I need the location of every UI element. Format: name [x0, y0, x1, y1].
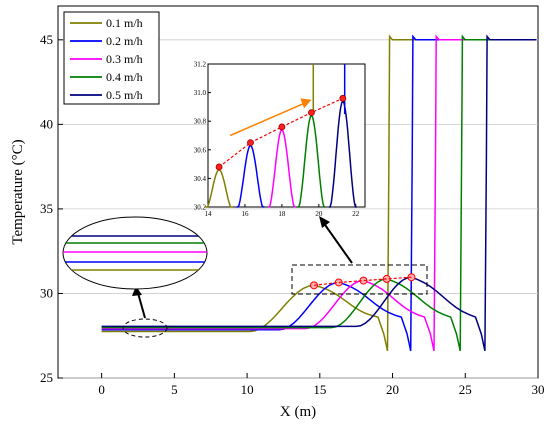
- inset-y-tick-label: 31.0: [194, 89, 207, 97]
- inset-pointer-arrowhead: [319, 216, 330, 228]
- legend-label: 0.1 m/h: [106, 16, 143, 30]
- x-tick-label: 25: [459, 382, 472, 397]
- y-tick-label: 40: [40, 116, 53, 131]
- legend-label: 0.5 m/h: [106, 88, 143, 102]
- x-axis-label: X (m): [280, 404, 316, 420]
- inset-plot: 14 16 18 20 22 30.2 30.4 30.6 30.8 31.0 31.2: [194, 61, 366, 218]
- inset-y-tick-label: 31.2: [194, 61, 207, 69]
- y-tick-label: 25: [40, 370, 53, 385]
- main-peak-point: [310, 281, 318, 290]
- inset-trend-line: [218, 97, 344, 168]
- x-tick-label: 10: [241, 382, 254, 397]
- baseline-pointer-arrow: [137, 292, 146, 319]
- series-line-4: [101, 34, 537, 352]
- baseline-zoom-ellipse: [122, 318, 168, 338]
- x-tick-label: 15: [313, 382, 326, 397]
- y-tick-label: 30: [40, 285, 53, 300]
- main-peak-markers: [310, 273, 416, 290]
- series-line-5: [101, 34, 537, 352]
- y-axis-label: Temperature (°C): [10, 139, 26, 244]
- legend-label: 0.2 m/h: [106, 34, 143, 48]
- inset-x-tick-label: 22: [352, 210, 360, 218]
- series-line-3: [101, 34, 537, 352]
- legend-label: 0.4 m/h: [106, 70, 143, 84]
- baseline-pointer-arrowhead: [132, 286, 142, 296]
- inset-peak-point: [247, 139, 254, 147]
- inset-y-tick-label: 30.4: [194, 175, 207, 183]
- inset-trend-arrowhead: [300, 98, 312, 109]
- inset-peak-point: [278, 123, 286, 131]
- inset-y-tick-label: 30.8: [194, 118, 207, 126]
- inset-peak-point: [215, 163, 223, 171]
- inset-x-tick-label: 20: [315, 210, 323, 218]
- inset-peak-point: [339, 94, 347, 102]
- x-axis-ticks: 0 5 10 15 20 25 30: [98, 373, 545, 397]
- x-tick-label: 5: [171, 382, 178, 397]
- inset-y-tick-label: 30.2: [194, 204, 207, 212]
- x-tick-label: 30: [532, 382, 545, 397]
- inset-x-tick-label: 16: [241, 210, 249, 218]
- inset-peak-point: [308, 109, 315, 117]
- y-axis-ticks: 25 30 35 40 45: [40, 32, 63, 385]
- inset-x-tick-label: 18: [278, 210, 286, 218]
- inset-frame: [207, 63, 366, 208]
- series-line-2: [101, 34, 537, 352]
- inset-x-tick-label: 14: [205, 210, 213, 218]
- y-tick-label: 35: [40, 201, 53, 216]
- series-line-1: [101, 34, 537, 352]
- x-tick-label: 0: [98, 382, 105, 397]
- y-tick-label: 45: [40, 32, 53, 47]
- peak-region-box: [291, 264, 428, 295]
- x-tick-label: 20: [386, 382, 399, 397]
- legend: 0.1 m/h 0.2 m/h 0.3 m/h 0.4 m/h 0.5 m/h: [63, 11, 160, 105]
- baseline-zoom-view: [62, 216, 208, 290]
- series-lines: [101, 34, 537, 352]
- main-peak-trend-line: [313, 276, 412, 286]
- inset-trend-arrow: [229, 101, 307, 137]
- inset-y-tick-label: 30.6: [194, 146, 207, 154]
- legend-label: 0.3 m/h: [106, 52, 143, 66]
- inset-pointer-arrow: [322, 221, 353, 264]
